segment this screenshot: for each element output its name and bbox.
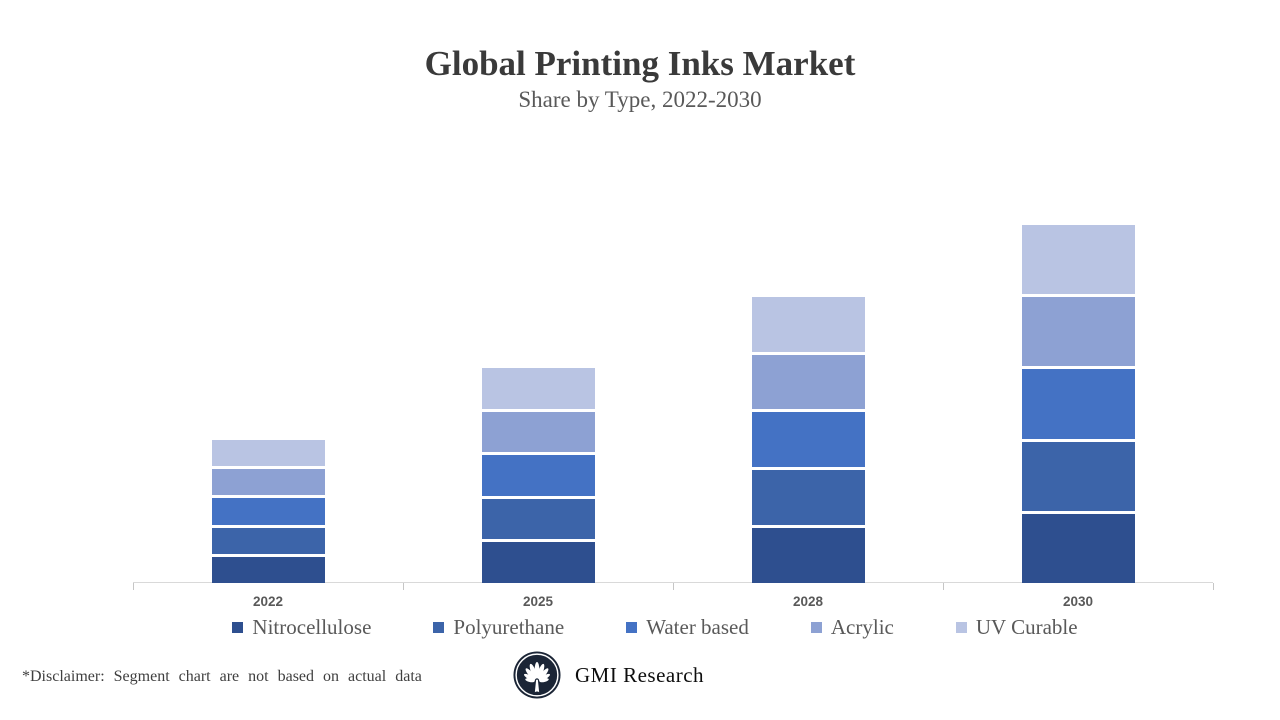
legend-label: Water based xyxy=(646,615,749,639)
legend-swatch-icon xyxy=(232,622,244,633)
stacked-bar-2022 xyxy=(211,439,325,583)
legend-label: Nitrocellulose xyxy=(252,615,372,639)
stacked-bar-2028 xyxy=(751,296,865,583)
x-axis-tick xyxy=(1213,583,1214,590)
segment-water-based xyxy=(751,412,865,468)
legend-item-polyurethane: Polyurethane xyxy=(433,615,564,640)
segment-water-based xyxy=(1021,369,1135,439)
legend-swatch-icon xyxy=(810,622,822,633)
x-axis-tick xyxy=(403,583,404,590)
plot-area: 2022 2025 2028 2030 xyxy=(133,160,1214,609)
segment-polyurethane xyxy=(481,498,595,540)
chart-header: Global Printing Inks Market Share by Typ… xyxy=(0,42,1280,113)
segment-polyurethane xyxy=(751,470,865,526)
segment-acrylic xyxy=(481,411,595,453)
legend-label: Acrylic xyxy=(830,615,894,639)
brand: GMI Research xyxy=(513,651,704,699)
category-label-2030: 2030 xyxy=(1062,594,1094,609)
legend-swatch-icon xyxy=(626,622,638,633)
disclaimer-text: *Disclaimer: Segment chart are not based… xyxy=(22,668,422,685)
segment-uv-curable xyxy=(1021,224,1135,295)
segment-acrylic xyxy=(751,354,865,410)
brand-name: GMI Research xyxy=(575,662,705,687)
segment-water-based xyxy=(481,455,595,496)
stacked-bar-2030 xyxy=(1021,224,1135,583)
legend-item-acrylic: Acrylic xyxy=(810,615,894,640)
segment-nitrocellulose xyxy=(211,556,325,583)
legend-swatch-icon xyxy=(955,622,967,633)
legend-item-water-based: Water based xyxy=(626,615,749,640)
segment-polyurethane xyxy=(211,527,325,554)
chart-subtitle: Share by Type, 2022-2030 xyxy=(518,86,762,112)
segment-uv-curable xyxy=(481,368,595,409)
category-label-2022: 2022 xyxy=(252,594,284,609)
segment-polyurethane xyxy=(1021,441,1135,511)
segment-acrylic xyxy=(1021,297,1135,367)
segment-nitrocellulose xyxy=(751,528,865,583)
segment-water-based xyxy=(211,498,325,525)
legend-swatch-icon xyxy=(433,622,445,633)
segment-uv-curable xyxy=(211,439,325,467)
stacked-bar-2025 xyxy=(481,368,595,583)
x-axis-tick xyxy=(673,583,674,590)
legend-label: UV Curable xyxy=(975,615,1078,639)
x-axis-line xyxy=(133,582,1213,583)
legend-item-uv-curable: UV Curable xyxy=(955,615,1078,640)
x-axis-tick xyxy=(943,583,944,590)
chart-title: Global Printing Inks Market xyxy=(424,44,856,83)
palm-fan-icon xyxy=(513,651,561,699)
legend-item-nitrocellulose: Nitrocellulose xyxy=(232,615,371,640)
segment-acrylic xyxy=(211,469,325,496)
legend-label: Polyurethane xyxy=(453,615,565,639)
segment-nitrocellulose xyxy=(481,542,595,583)
x-axis-tick xyxy=(133,583,134,590)
category-label-2025: 2025 xyxy=(522,594,554,609)
category-label-2028: 2028 xyxy=(792,594,824,609)
legend: Nitrocellulose Polyurethane Water based Acr… xyxy=(15,615,1280,640)
segment-nitrocellulose xyxy=(1021,513,1135,583)
segment-uv-curable xyxy=(751,296,865,352)
